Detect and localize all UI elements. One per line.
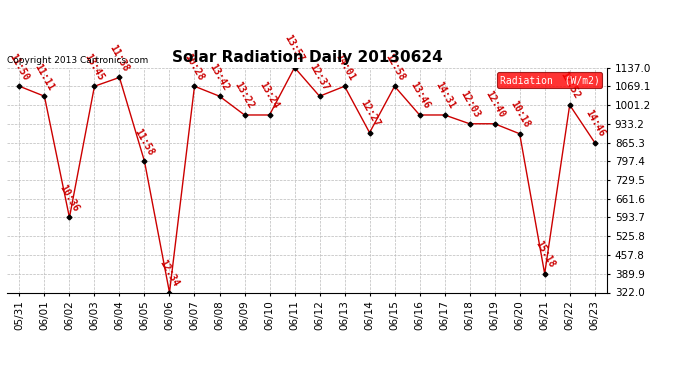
Text: 10:18: 10:18 — [508, 99, 531, 130]
Text: 13:24: 13:24 — [258, 80, 282, 111]
Text: 11:38: 11:38 — [108, 43, 131, 73]
Text: 14:01: 14:01 — [333, 52, 356, 82]
Text: 12:58: 12:58 — [383, 52, 406, 82]
Text: 13:57: 13:57 — [283, 33, 306, 63]
Text: 10:28: 10:28 — [183, 52, 206, 82]
Text: 11:58: 11:58 — [132, 127, 156, 157]
Text: 11:50: 11:50 — [8, 52, 31, 82]
Text: 12:40: 12:40 — [483, 89, 506, 120]
Text: 12:37: 12:37 — [308, 62, 331, 92]
Text: 13:42: 13:42 — [208, 62, 231, 92]
Text: 10:36: 10:36 — [58, 183, 81, 213]
Text: 15:18: 15:18 — [533, 239, 556, 270]
Text: Copyright 2013 Cartronics.com: Copyright 2013 Cartronics.com — [7, 56, 148, 65]
Text: 12:52: 12:52 — [558, 70, 582, 101]
Text: 12:03: 12:03 — [458, 89, 482, 120]
Text: 13:22: 13:22 — [233, 80, 256, 111]
Text: 14:46: 14:46 — [583, 108, 607, 138]
Legend: Radiation  (W/m2): Radiation (W/m2) — [497, 72, 602, 88]
Text: 12:27: 12:27 — [358, 98, 382, 129]
Text: 13:46: 13:46 — [408, 80, 431, 111]
Text: 12:34: 12:34 — [158, 258, 181, 288]
Text: 14:31: 14:31 — [433, 80, 456, 111]
Text: 11:11: 11:11 — [32, 62, 56, 92]
Text: 13:45: 13:45 — [83, 52, 106, 82]
Title: Solar Radiation Daily 20130624: Solar Radiation Daily 20130624 — [172, 50, 442, 65]
